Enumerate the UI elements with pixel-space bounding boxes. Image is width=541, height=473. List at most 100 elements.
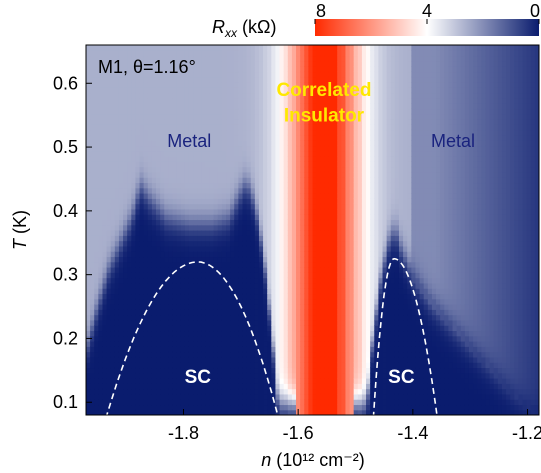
heatmap-cell <box>300 66 305 73</box>
heatmap-cell <box>328 87 334 94</box>
heatmap-cell <box>172 103 178 110</box>
heatmap-cell <box>361 82 367 88</box>
heatmap-cell <box>143 282 149 289</box>
heatmap-cell <box>188 124 194 131</box>
heatmap-cell <box>300 182 305 189</box>
heatmap-cell <box>221 298 227 305</box>
heatmap-cell <box>147 330 153 337</box>
heatmap-cell <box>308 76 314 83</box>
heatmap-cell <box>168 341 174 347</box>
heatmap-cell <box>320 235 326 242</box>
heatmap-cell <box>143 235 149 242</box>
heatmap-cell <box>254 113 260 120</box>
heatmap-cell <box>287 134 293 141</box>
heatmap-cell <box>118 140 124 147</box>
heatmap-cell <box>291 50 297 57</box>
heatmap-cell <box>201 55 207 62</box>
heatmap-cell <box>151 203 157 210</box>
heatmap-cell <box>254 235 260 242</box>
heatmap-cell <box>271 277 277 284</box>
heatmap-cell <box>135 55 141 62</box>
heatmap-cell <box>287 288 293 295</box>
heatmap-cell <box>250 87 256 94</box>
heatmap-cell <box>337 404 342 411</box>
heatmap-cell <box>131 388 137 395</box>
heatmap-cell <box>217 293 223 300</box>
heatmap-cell <box>221 240 227 247</box>
heatmap-cell <box>254 330 260 337</box>
heatmap-cell <box>168 50 174 57</box>
heatmap-cell <box>123 193 128 199</box>
heatmap-cell <box>205 409 211 415</box>
heatmap-cell <box>176 150 182 157</box>
heatmap-cell <box>94 362 99 369</box>
heatmap-cell <box>320 251 326 258</box>
heatmap-cell <box>94 129 99 136</box>
heatmap-cell <box>349 251 355 258</box>
heatmap-cell <box>160 177 165 184</box>
heatmap-cell <box>279 298 285 305</box>
heatmap-cell <box>205 314 211 321</box>
heatmap-cell <box>361 256 367 263</box>
heatmap-cell <box>188 393 194 400</box>
heatmap-cell <box>291 335 297 342</box>
heatmap-cell <box>213 314 219 321</box>
heatmap-cell <box>345 208 351 215</box>
heatmap-cell <box>283 124 289 131</box>
heatmap-cell <box>341 224 347 231</box>
heatmap-cell <box>147 171 153 178</box>
heatmap-cell <box>209 404 215 411</box>
heatmap-cell <box>300 124 305 131</box>
heatmap-cell <box>328 193 334 199</box>
heatmap-cell <box>131 409 137 415</box>
heatmap-cell <box>164 362 169 369</box>
heatmap-cell <box>337 293 342 300</box>
heatmap-cell <box>333 341 338 347</box>
heatmap-cell <box>308 119 314 125</box>
heatmap-cell <box>312 113 318 120</box>
heatmap-cell <box>156 351 161 358</box>
heatmap-cell <box>283 161 289 168</box>
heatmap-cell <box>296 156 301 162</box>
heatmap-cell <box>234 261 239 268</box>
heatmap-cell <box>184 325 190 332</box>
heatmap-cell <box>197 351 202 358</box>
heatmap-cell <box>291 356 297 363</box>
heatmap-cell <box>118 113 124 120</box>
heatmap-cell <box>221 399 227 406</box>
heatmap-cell <box>308 409 314 415</box>
heatmap-cell <box>151 235 157 242</box>
heatmap-cell <box>86 60 91 67</box>
heatmap-cell <box>151 124 157 131</box>
heatmap-cell <box>168 171 174 178</box>
heatmap-cell <box>193 251 198 258</box>
heatmap-cell <box>176 240 182 247</box>
heatmap-cell <box>86 140 91 147</box>
heatmap-cell <box>242 304 248 310</box>
heatmap-cell <box>300 409 305 415</box>
heatmap-cell <box>230 314 235 321</box>
heatmap-cell <box>291 367 297 374</box>
heatmap-cell <box>370 235 375 242</box>
heatmap-cell <box>127 92 132 99</box>
heatmap-cell <box>308 103 314 110</box>
heatmap-cell <box>102 277 108 284</box>
heatmap-cell <box>238 113 244 120</box>
heatmap-cell <box>217 282 223 289</box>
heatmap-cell <box>254 288 260 295</box>
heatmap-cell <box>217 356 223 363</box>
heatmap-cell <box>127 341 132 347</box>
heatmap-cell <box>242 203 248 210</box>
heatmap-cell <box>86 319 91 326</box>
heatmap-cell <box>94 208 99 215</box>
heatmap-cell <box>123 240 128 247</box>
heatmap-cell <box>320 161 326 168</box>
heatmap-cell <box>151 230 157 236</box>
heatmap-cell <box>333 230 338 236</box>
heatmap-cell <box>90 341 95 347</box>
heatmap-cell <box>337 92 342 99</box>
heatmap-cell <box>127 71 132 78</box>
heatmap-cell <box>118 171 124 178</box>
heatmap-cell <box>118 267 124 273</box>
heatmap-cell <box>164 335 169 342</box>
